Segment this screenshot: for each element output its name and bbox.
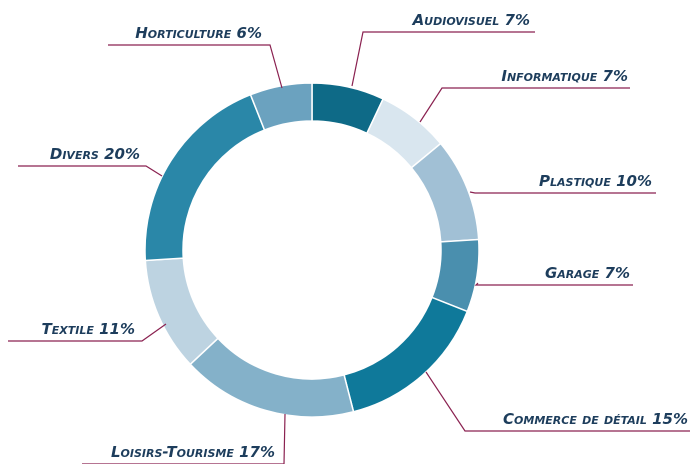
data-label: Loisirs-Tourisme 17% (111, 443, 275, 461)
category-label: Loisirs-Tourisme (111, 443, 234, 461)
data-label: Textile 11% (42, 320, 136, 338)
value-label: 7% (603, 67, 628, 85)
category-label: Commerce de détail (503, 410, 647, 428)
data-label: Garage 7% (545, 264, 630, 282)
data-label: Divers 20% (50, 145, 140, 163)
donut-segment (249, 82, 313, 132)
data-label: Informatique 7% (501, 67, 628, 85)
leader-line (82, 413, 286, 464)
category-label: Divers (50, 145, 99, 163)
leader-line (419, 87, 630, 123)
leader-line (18, 165, 163, 177)
value-label: 10% (616, 172, 652, 190)
category-label: Textile (42, 320, 95, 338)
leader-line (469, 191, 656, 194)
donut-segment (189, 337, 355, 418)
leader-line (8, 323, 167, 342)
category-label: Plastique (539, 172, 611, 190)
leader-line (108, 44, 283, 89)
leader-line (425, 371, 690, 432)
category-label: Horticulture (135, 24, 232, 42)
value-label: 15% (652, 410, 688, 428)
data-label: Horticulture 6% (135, 24, 262, 42)
value-label: 17% (239, 443, 275, 461)
donut-segment (144, 257, 220, 366)
category-label: Audiovisuel (412, 11, 500, 29)
leader-line (351, 31, 535, 87)
donut-segment (144, 93, 266, 262)
leader-line (474, 282, 633, 286)
value-label: 7% (505, 11, 530, 29)
value-label: 20% (104, 145, 140, 163)
donut-segment (343, 296, 469, 413)
value-label: 11% (99, 320, 135, 338)
value-label: 7% (605, 264, 630, 282)
category-label: Informatique (501, 67, 597, 85)
data-label: Audiovisuel 7% (412, 11, 530, 29)
data-label: Plastique 10% (539, 172, 652, 190)
category-label: Garage (545, 264, 600, 282)
data-label: Commerce de détail 15% (503, 410, 688, 428)
value-label: 6% (237, 24, 262, 42)
